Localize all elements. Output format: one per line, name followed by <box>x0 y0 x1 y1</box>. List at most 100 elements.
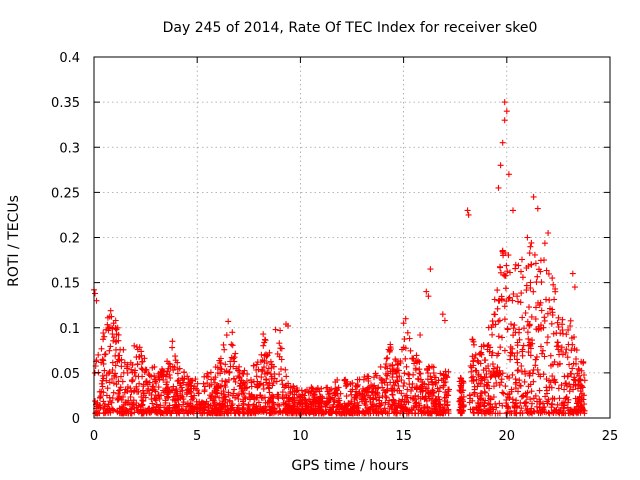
data-point <box>377 363 384 370</box>
data-point <box>405 371 412 378</box>
data-point <box>118 373 124 380</box>
data-point <box>538 307 545 314</box>
data-point <box>216 394 223 401</box>
data-point <box>322 403 329 410</box>
data-point <box>127 385 134 392</box>
data-point <box>330 396 337 403</box>
data-point <box>235 402 242 409</box>
data-point <box>470 338 477 345</box>
data-point <box>496 317 503 324</box>
data-point <box>184 400 191 407</box>
data-point <box>371 374 377 381</box>
data-point <box>122 399 129 405</box>
data-point <box>477 360 484 367</box>
data-point <box>459 387 466 394</box>
data-point <box>332 379 339 386</box>
data-point <box>489 361 496 368</box>
data-point <box>559 351 566 358</box>
data-point <box>136 353 143 360</box>
data-point <box>109 331 116 337</box>
data-point <box>505 171 512 178</box>
data-point <box>468 374 475 381</box>
data-point <box>100 330 107 336</box>
data-point <box>231 354 238 361</box>
data-point <box>373 403 380 410</box>
data-point <box>122 386 129 393</box>
data-point <box>217 365 224 372</box>
data-point <box>105 401 112 408</box>
data-point <box>491 296 498 303</box>
data-point <box>534 273 541 280</box>
data-point <box>415 393 422 400</box>
data-point <box>564 373 571 380</box>
data-point <box>495 333 502 340</box>
data-point <box>555 385 562 392</box>
data-point <box>328 386 335 393</box>
data-point <box>228 341 235 348</box>
data-point <box>501 347 508 354</box>
data-point <box>213 387 220 394</box>
data-point <box>260 407 267 413</box>
data-point <box>537 399 544 405</box>
data-point <box>166 402 173 409</box>
y-tick-label: 0.25 <box>51 186 80 201</box>
data-point <box>408 406 415 413</box>
data-point <box>331 390 338 397</box>
data-point <box>270 401 277 408</box>
data-point <box>241 367 248 374</box>
data-point <box>243 385 250 391</box>
data-point <box>366 394 373 401</box>
data-point <box>523 394 530 401</box>
data-point <box>362 396 369 403</box>
data-point <box>500 390 507 397</box>
data-point <box>222 361 229 368</box>
data-point <box>116 405 123 412</box>
data-point <box>344 381 351 388</box>
data-point <box>529 400 535 407</box>
data-point <box>495 184 502 191</box>
data-point <box>409 355 416 362</box>
data-point <box>536 387 543 394</box>
data-point <box>191 392 198 399</box>
data-point <box>141 355 148 362</box>
data-point <box>569 365 576 372</box>
data-point <box>108 324 114 331</box>
data-point <box>514 359 521 366</box>
data-point <box>140 390 147 397</box>
data-point <box>268 365 275 371</box>
data-point <box>168 409 175 416</box>
data-point <box>273 378 280 385</box>
data-point <box>134 407 141 414</box>
data-point <box>424 403 430 410</box>
data-point <box>110 389 117 396</box>
data-point <box>556 409 562 416</box>
data-point <box>524 406 531 413</box>
data-point <box>110 380 117 387</box>
data-point <box>98 388 105 395</box>
data-point <box>518 363 525 369</box>
data-point <box>494 287 501 294</box>
data-point <box>94 403 101 410</box>
data-point <box>523 287 530 294</box>
data-point <box>471 355 478 362</box>
data-point <box>232 379 239 385</box>
data-point <box>494 305 501 312</box>
data-point <box>132 373 139 380</box>
data-point <box>443 373 450 380</box>
data-point <box>498 376 505 383</box>
data-point <box>495 297 502 304</box>
data-point <box>511 322 518 329</box>
data-point <box>141 369 148 376</box>
data-point <box>489 331 496 338</box>
data-point <box>326 387 333 394</box>
data-point <box>295 392 302 399</box>
data-point <box>558 382 565 389</box>
data-point <box>163 381 170 388</box>
data-point <box>510 207 516 214</box>
data-point <box>544 398 550 405</box>
data-point <box>98 359 105 366</box>
data-point <box>442 389 449 396</box>
data-point <box>425 370 431 376</box>
data-point <box>343 382 350 389</box>
data-point <box>205 373 212 380</box>
